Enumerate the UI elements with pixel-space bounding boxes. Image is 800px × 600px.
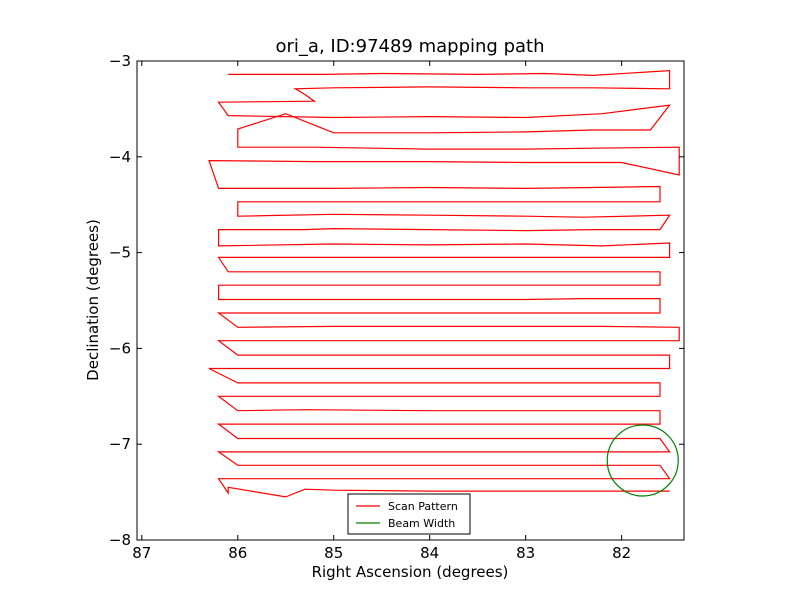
legend: Scan Pattern Beam Width (347, 493, 471, 535)
chart-title: ori_a, ID:97489 mapping path (276, 36, 545, 57)
x-tick-label: 85 (324, 544, 343, 562)
ticks-layer: 87 86 85 84 83 82 −3 −4 −5 −6 −7 −8 (109, 52, 684, 562)
legend-label-scan-pattern: Scan Pattern (388, 500, 458, 513)
x-tick-label: 84 (420, 544, 439, 562)
y-tick-label: −8 (109, 531, 131, 549)
legend-label-beam-width: Beam Width (388, 517, 455, 530)
y-axis-label: Declination (degrees) (84, 219, 102, 381)
plot-frame (136, 60, 685, 541)
x-tick-label: 86 (228, 544, 247, 562)
plot-area (136, 60, 685, 541)
x-tick-label: 83 (516, 544, 535, 562)
y-tick-label: −6 (109, 339, 131, 357)
x-axis-label: Right Ascension (degrees) (312, 563, 509, 581)
y-tick-label: −3 (109, 52, 131, 70)
y-tick-label: −5 (109, 244, 131, 262)
legend-frame (347, 493, 471, 535)
y-tick-label: −7 (109, 435, 131, 453)
scan-pattern-line (208, 69, 680, 498)
y-tick-label: −4 (109, 148, 131, 166)
beam-width-circle (606, 424, 679, 497)
x-tick-label: 87 (132, 544, 151, 562)
x-tick-label: 82 (612, 544, 631, 562)
series-layer (208, 69, 680, 498)
